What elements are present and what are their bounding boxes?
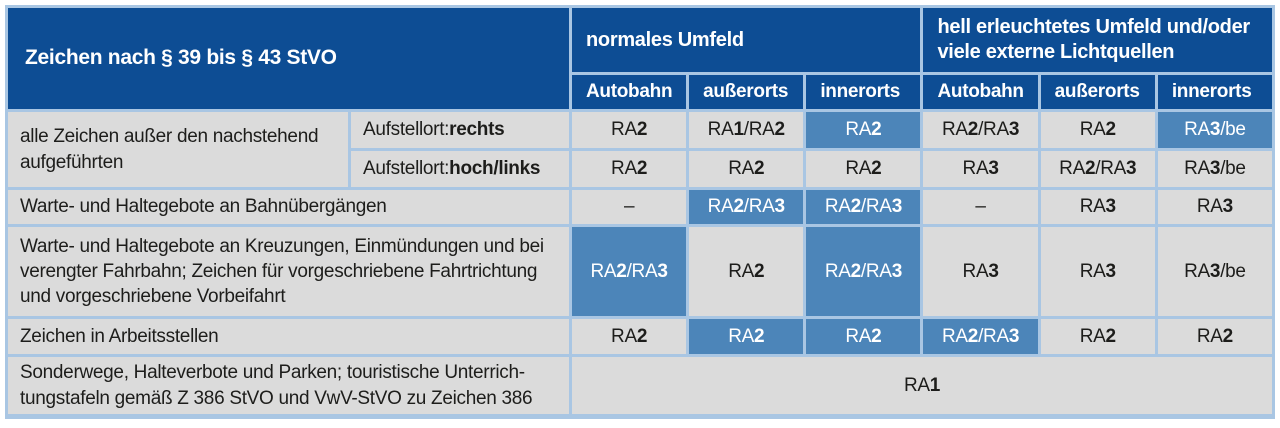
aufstellort-prefix: Aufstellort:	[363, 119, 450, 141]
value-cell: RA 3/be	[1157, 151, 1272, 187]
value-cell: RA 2	[806, 112, 921, 148]
value-cell: RA 2	[806, 319, 921, 354]
value-cell-merged: RA 1	[572, 357, 1272, 414]
value-cell: RA 3	[1157, 190, 1272, 224]
col-header-innerorts-hell: innerorts	[1157, 75, 1272, 109]
col-header-innerorts-normal: innerorts	[806, 75, 921, 109]
value-cell: RA 2/RA 3	[923, 319, 1038, 354]
value-cell: RA 3/be	[1157, 227, 1272, 316]
aufstellort-value: hoch/links	[449, 158, 541, 180]
value-cell: RA 2/RA 3	[806, 190, 921, 224]
row-label-kreuzungen: Warte- und Haltegebote an Kreuzungen, Ei…	[8, 227, 569, 316]
value-cell: RA 2/RA 3	[572, 227, 687, 316]
value-cell: RA 3	[1040, 190, 1155, 224]
value-cell: RA 2	[1040, 319, 1155, 354]
group-header-hell-erleuchtet: hell erleuchtetes Umfeld und/oder viele …	[923, 8, 1272, 72]
group-header-normales-umfeld: normales Umfeld	[572, 8, 921, 72]
value-cell: –	[923, 190, 1038, 224]
value-cell: RA 2	[689, 227, 804, 316]
value-cell: RA 2/RA 3	[923, 112, 1038, 148]
value-cell: RA 3	[923, 227, 1038, 316]
value-cell: –	[572, 190, 687, 224]
value-cell: RA 2	[572, 151, 687, 187]
row-label-sonderwege: Sonderwege, Halteverbote und Parken; tou…	[8, 357, 569, 414]
value-cell: RA 2	[1157, 319, 1272, 354]
value-cell: RA 2	[572, 319, 687, 354]
value-cell: RA 3	[923, 151, 1038, 187]
col-header-ausserorts-normal: außerorts	[689, 75, 804, 109]
value-cell: RA 2	[1040, 112, 1155, 148]
col-header-ausserorts-hell: außerorts	[1040, 75, 1155, 109]
value-cell: RA 1/RA 2	[689, 112, 804, 148]
row-label-alle-zeichen: alle Zeichen außer den nachstehend aufge…	[8, 112, 348, 187]
aufstellort-hoch-links-cell: Aufstellort: hoch/links	[351, 151, 569, 187]
value-cell: RA 2	[689, 319, 804, 354]
aufstellort-rechts-cell: Aufstellort: rechts	[351, 112, 569, 148]
value-cell: RA 2/RA 3	[689, 190, 804, 224]
value-cell: RA 2	[572, 112, 687, 148]
value-cell: RA 2/RA 3	[1040, 151, 1155, 187]
value-cell: RA 2/RA 3	[806, 227, 921, 316]
aufstellort-prefix: Aufstellort:	[363, 158, 450, 180]
value-cell: RA 3/be	[1157, 112, 1272, 148]
col-header-autobahn-normal: Autobahn	[572, 75, 687, 109]
row-label-bahnuebergaenge: Warte- und Haltegebote an Bahnübergängen	[8, 190, 569, 224]
value-cell: RA 3	[1040, 227, 1155, 316]
value-cell: RA 2	[689, 151, 804, 187]
aufstellort-value: rechts	[449, 119, 505, 141]
value-cell: RA 2	[806, 151, 921, 187]
row-label-arbeitsstellen: Zeichen in Arbeitsstellen	[8, 319, 569, 354]
corner-header: Zeichen nach § 39 bis § 43 StVO	[8, 8, 569, 109]
col-header-autobahn-hell: Autobahn	[923, 75, 1038, 109]
retroreflection-class-table: Zeichen nach § 39 bis § 43 StVO normales…	[5, 5, 1275, 419]
